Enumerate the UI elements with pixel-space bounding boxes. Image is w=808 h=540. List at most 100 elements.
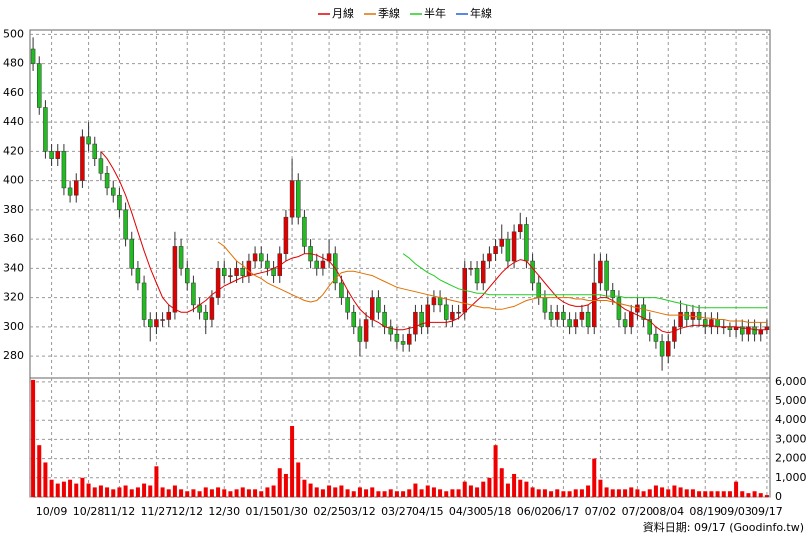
candle-body: [240, 268, 246, 276]
volume-bar: [191, 489, 196, 497]
candle-body: [579, 311, 585, 320]
volume-bar: [456, 489, 461, 497]
candle-body: [561, 311, 566, 320]
candle-body: [499, 238, 505, 247]
x-tick-label: 10/28: [73, 505, 105, 518]
y2-tick-label: 2,000: [775, 452, 807, 465]
y-tick-label: 440: [3, 115, 24, 128]
candle-body: [92, 143, 98, 159]
candle-body: [628, 311, 634, 328]
volume-bar: [573, 489, 578, 497]
volume-bar: [197, 491, 202, 497]
volume-bar: [302, 479, 307, 497]
volume-bar: [764, 495, 769, 497]
candle-body: [221, 268, 227, 276]
volume-bar: [653, 485, 658, 497]
y2-tick-label: 3,000: [775, 432, 807, 445]
candle-body: [505, 238, 511, 262]
volume-bar: [438, 489, 443, 497]
candle-body: [487, 253, 492, 262]
candle-body: [474, 268, 480, 284]
candle-body: [696, 311, 702, 320]
volume-bar: [80, 477, 85, 497]
candle-body: [295, 180, 301, 218]
volume-bar: [555, 489, 560, 497]
candle-body: [400, 341, 406, 345]
volume-bar: [296, 462, 301, 497]
plot-frame: [29, 29, 771, 498]
volume-bar: [37, 445, 42, 497]
y2-tick-label: 4,000: [775, 413, 807, 426]
volume-bar: [142, 483, 147, 497]
candle-body: [493, 246, 498, 254]
volume-bar: [499, 468, 504, 497]
volume-bar: [512, 473, 517, 497]
y-tick-label: 340: [3, 261, 24, 274]
volume-bar: [320, 489, 325, 497]
volume-bar: [709, 491, 714, 497]
x-tick-label: 12/30: [208, 505, 240, 518]
candle-body: [166, 311, 172, 320]
candle-body: [36, 63, 42, 108]
volume-bar: [117, 487, 122, 497]
volume-bar: [721, 491, 726, 497]
candle-body: [258, 253, 264, 262]
y-tick-label: 360: [3, 232, 24, 245]
volume-bar: [616, 489, 621, 497]
y-tick-label: 380: [3, 203, 24, 216]
x-tick-label: 04/30: [449, 505, 481, 518]
candle-body: [289, 180, 295, 218]
volume-bar: [68, 479, 73, 497]
volume-bar: [493, 445, 498, 497]
candle-body: [141, 282, 147, 320]
x-tick-label: 01/15: [245, 505, 277, 518]
candle-body: [394, 333, 400, 342]
volume-bar: [154, 466, 159, 497]
volume-bar: [530, 487, 535, 497]
legend-label: 年線: [470, 6, 492, 20]
volume-bar: [518, 479, 523, 497]
candle-body: [764, 326, 770, 330]
candle-body: [154, 319, 159, 328]
volume-bar: [31, 379, 36, 497]
volume-bar: [43, 462, 48, 497]
candle-body: [746, 326, 751, 335]
candle-body: [252, 253, 258, 262]
candle-body: [98, 158, 104, 174]
x-tick-label: 09/17: [751, 505, 783, 518]
volume-bar: [357, 487, 362, 497]
candle-body: [554, 311, 560, 320]
volume-bar: [394, 491, 399, 497]
candle-body: [339, 282, 344, 298]
candle-body: [739, 326, 745, 335]
volume-bar: [277, 468, 282, 497]
volume-bar: [419, 489, 424, 497]
candle-body: [678, 311, 683, 328]
volume-bar: [364, 489, 369, 497]
volume-bar: [345, 489, 350, 497]
volume-bar: [314, 487, 319, 497]
y-tick-label: 460: [3, 86, 24, 99]
volume-bar: [271, 485, 276, 497]
candle-body: [573, 319, 579, 328]
volume-bar: [413, 483, 418, 497]
candle-body: [191, 282, 196, 306]
volume-bar: [635, 489, 640, 497]
legend-label: 季線: [378, 6, 400, 20]
volume-bar: [703, 491, 708, 497]
candle-body: [641, 304, 646, 320]
candle-body: [363, 319, 369, 342]
candle-body: [524, 224, 529, 262]
volume-bar: [450, 489, 455, 497]
candle-body: [758, 329, 764, 335]
volume-bar: [166, 489, 171, 497]
volume-bar: [561, 491, 566, 497]
candle-body: [715, 319, 720, 328]
volume-bar: [203, 487, 208, 497]
candle-body: [123, 209, 128, 240]
candle-body: [172, 246, 178, 313]
x-tick-label: 08/19: [689, 505, 721, 518]
volume-bar: [351, 491, 356, 497]
candle-body: [104, 173, 110, 189]
